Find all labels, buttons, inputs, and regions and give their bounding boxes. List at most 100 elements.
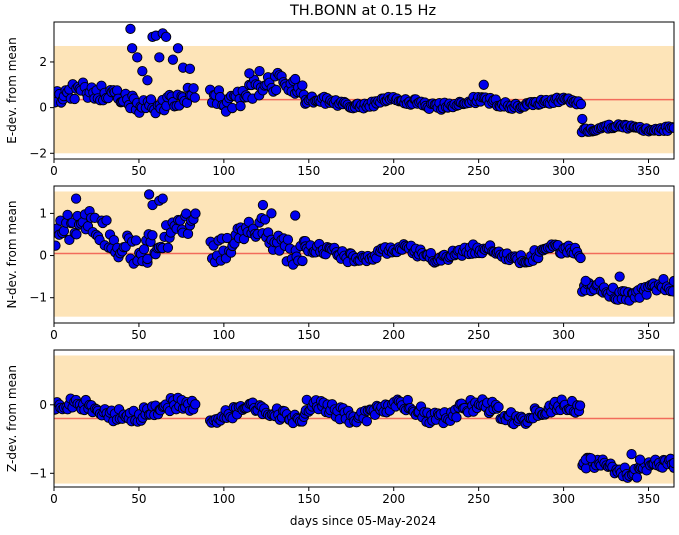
data-point <box>69 93 80 105</box>
data-point <box>125 23 136 35</box>
y-tick-label: −2 <box>29 146 47 160</box>
data-point <box>160 31 172 42</box>
data-point <box>130 235 142 246</box>
y-tick-label: −1 <box>29 466 47 480</box>
data-point <box>142 75 153 86</box>
data-point <box>667 286 674 297</box>
data-point <box>282 234 294 245</box>
x-tick-label: 150 <box>297 492 320 506</box>
plot-area <box>54 23 674 154</box>
data-point <box>132 52 143 63</box>
x-tick-label: 100 <box>212 328 235 342</box>
data-point <box>451 412 462 423</box>
x-tick-label: 50 <box>131 164 146 178</box>
data-point <box>167 54 179 65</box>
chart-title: TH.BONN at 0.15 Hz <box>289 3 436 19</box>
data-point <box>634 454 646 465</box>
x-tick-label: 0 <box>50 164 58 178</box>
x-tick-label: 250 <box>467 328 490 342</box>
data-point <box>157 193 168 204</box>
data-point <box>577 113 588 125</box>
y-tick-label: 1 <box>39 206 47 220</box>
data-point <box>71 229 82 240</box>
x-tick-label: 350 <box>637 328 660 342</box>
data-point <box>631 472 643 483</box>
data-point <box>259 214 271 225</box>
data-point <box>271 84 282 96</box>
data-point <box>126 43 138 54</box>
y-axis-label: E-dev. from mean <box>5 37 19 143</box>
data-point <box>64 234 75 245</box>
plot-area <box>54 189 674 317</box>
data-point <box>184 63 196 74</box>
x-tick-label: 200 <box>382 492 405 506</box>
y-axis-label: N-dev. from mean <box>5 201 19 309</box>
x-tick-label: 150 <box>297 328 320 342</box>
x-tick-label: 0 <box>50 492 58 506</box>
data-point <box>182 228 194 239</box>
x-tick-label: 350 <box>637 164 660 178</box>
data-point <box>254 65 265 77</box>
data-point <box>257 199 269 211</box>
data-point <box>70 193 82 204</box>
data-point <box>154 52 165 63</box>
x-axis-label: days since 05-May-2024 <box>290 514 436 528</box>
data-point <box>478 79 489 90</box>
data-point <box>101 215 112 226</box>
x-tick-label: 300 <box>552 328 575 342</box>
x-tick-label: 250 <box>467 492 490 506</box>
data-point <box>137 65 148 77</box>
axes-frame <box>53 349 675 488</box>
data-point <box>147 230 158 241</box>
data-point <box>585 453 596 464</box>
panel-3: 0 50 100 150 200 250 300 350−10Z-dev. from mean <box>5 349 675 506</box>
axes-frame <box>53 21 675 160</box>
plot-area <box>54 355 674 484</box>
x-tick-label: 50 <box>131 492 146 506</box>
x-tick-label: 0 <box>50 328 58 342</box>
data-point <box>235 100 246 112</box>
data-point <box>54 240 61 251</box>
data-point <box>188 83 199 94</box>
data-point <box>290 73 301 85</box>
data-point <box>580 275 591 286</box>
data-point <box>574 400 586 411</box>
x-tick-label: 300 <box>552 164 575 178</box>
data-point <box>575 99 587 110</box>
x-tick-label: 350 <box>637 492 660 506</box>
data-point <box>172 43 184 54</box>
data-point <box>493 401 504 413</box>
data-point <box>190 208 201 219</box>
y-tick-label: 2 <box>39 55 47 69</box>
x-tick-label: 100 <box>212 492 235 506</box>
data-point <box>297 255 308 267</box>
data-point <box>190 399 201 410</box>
x-tick-label: 50 <box>131 328 146 342</box>
data-point <box>626 448 637 460</box>
y-tick-label: 0 <box>39 249 47 263</box>
data-point <box>575 252 586 264</box>
data-point <box>143 189 155 200</box>
x-tick-label: 200 <box>382 328 405 342</box>
x-tick-label: 250 <box>467 164 490 178</box>
y-axis-label: Z-dev. from mean <box>5 365 19 472</box>
x-tick-label: 200 <box>382 164 405 178</box>
y-tick-label: 0 <box>39 101 47 115</box>
panel-2: 0 50 100 150 200 250 300 350 −1 0 1 N-dev. from mea… <box>5 185 675 342</box>
y-tick-label: −1 <box>29 291 47 305</box>
x-tick-label: 150 <box>297 164 320 178</box>
data-point <box>361 416 372 427</box>
data-point <box>290 210 301 221</box>
axes-frame <box>53 185 675 324</box>
x-tick-label: 100 <box>212 164 235 178</box>
data-point <box>142 253 153 265</box>
data-point <box>138 244 150 255</box>
data-point <box>189 92 201 103</box>
x-tick-label: 300 <box>552 492 575 506</box>
data-point <box>614 271 625 282</box>
y-tick-label: 0 <box>39 398 47 412</box>
data-point <box>244 68 255 79</box>
